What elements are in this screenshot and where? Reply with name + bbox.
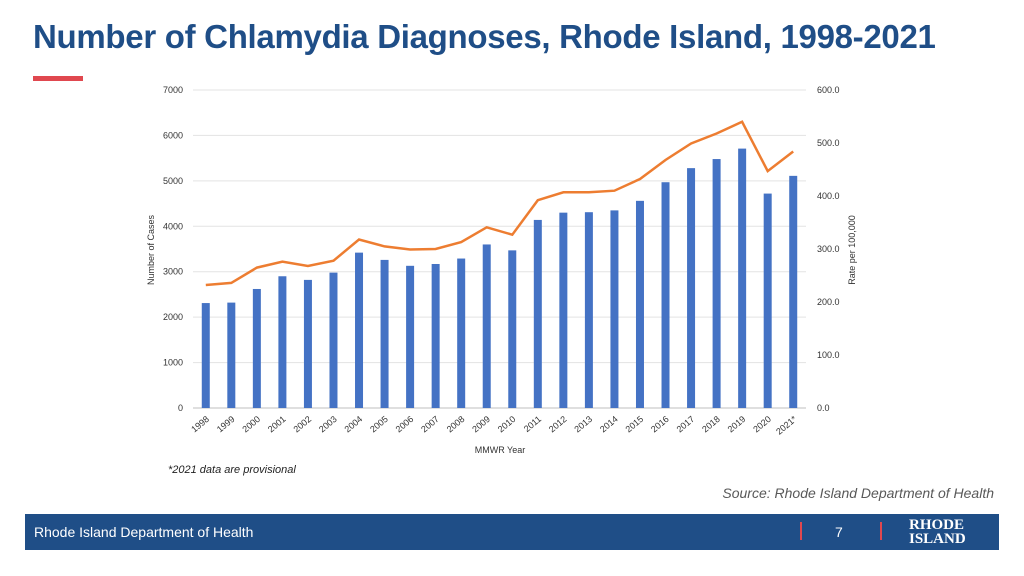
bar	[635, 200, 644, 408]
bar-series	[201, 148, 798, 409]
x-tick-label: 2005	[368, 414, 390, 435]
bar	[610, 210, 619, 408]
source-text: Rhode Island Department of Health	[770, 485, 994, 501]
source-note: Source: Rhode Island Department of Healt…	[722, 485, 994, 501]
x-tick-label: 2006	[394, 414, 416, 435]
y2-tick-label: 400.0	[817, 191, 840, 201]
bar	[201, 303, 210, 408]
y-tick-label: 1000	[163, 358, 183, 368]
bar	[329, 272, 338, 408]
y2-tick-label: 200.0	[817, 297, 840, 307]
y-tick-label: 2000	[163, 312, 183, 322]
y-tick-label: 5000	[163, 176, 183, 186]
bar	[712, 159, 721, 408]
bar	[227, 302, 236, 408]
x-tick-label: 2010	[496, 414, 518, 435]
x-tick-label: 2004	[343, 414, 365, 435]
y-tick-label: 6000	[163, 130, 183, 140]
bar	[457, 258, 466, 408]
footer-org-name: Rhode Island Department of Health	[34, 524, 254, 540]
x-tick-label: 2009	[470, 414, 492, 435]
x-tick-label: 2020	[751, 414, 773, 435]
x-tick-label: 2021*	[774, 414, 799, 437]
title-accent-bar	[33, 76, 83, 81]
y2-tick-label: 600.0	[817, 85, 840, 95]
logo-line-2: ISLAND	[909, 531, 966, 547]
y-tick-label: 4000	[163, 221, 183, 231]
x-tick-label: 2018	[700, 414, 722, 435]
x-tick-label: 2014	[598, 414, 620, 435]
x-tick-label: 2019	[726, 414, 748, 435]
bar	[303, 279, 312, 408]
x-axis-label: MMWR Year	[475, 445, 526, 455]
y2-tick-label: 300.0	[817, 244, 840, 254]
x-tick-label: 2017	[675, 414, 697, 435]
bar	[380, 259, 389, 408]
source-label: Source:	[722, 485, 771, 501]
gridlines	[193, 89, 806, 409]
y-tick-label: 3000	[163, 267, 183, 277]
bar	[559, 212, 568, 408]
logo-line-1: RHODE	[909, 517, 965, 533]
x-axis-ticks: 1998 1999 2000 2001 2002 2003 2004 2005 2006 2007…	[189, 414, 799, 437]
y2-tick-label: 0.0	[817, 403, 830, 413]
x-tick-label: 2001	[266, 414, 288, 435]
y-tick-label: 0	[178, 403, 183, 413]
rhode-island-logo: RHODE ISLAND	[909, 517, 966, 547]
bar	[508, 250, 517, 408]
x-tick-label: 2013	[572, 414, 594, 435]
bar	[763, 193, 772, 408]
y2-axis-label: Rate per 100,000	[847, 215, 857, 285]
left-axis-ticks: 0 1000 2000 3000 4000 5000 6000 7000	[163, 85, 183, 413]
bar	[738, 148, 747, 409]
x-tick-label: 2016	[649, 414, 671, 435]
bar	[482, 244, 491, 408]
bar	[584, 212, 593, 408]
y-axis-label: Number of Cases	[146, 214, 156, 285]
footer-bar: Rhode Island Department of Health 7 RHOD…	[25, 514, 999, 550]
x-tick-label: 2000	[240, 414, 262, 435]
bar	[661, 182, 670, 408]
bar	[406, 265, 415, 408]
y2-tick-label: 100.0	[817, 350, 840, 360]
bar	[687, 168, 696, 408]
provisional-footnote: *2021 data are provisional	[168, 464, 296, 476]
bar	[355, 252, 364, 408]
page-number: 7	[835, 524, 843, 540]
x-tick-label: 2015	[623, 414, 645, 435]
bar	[278, 276, 287, 408]
y-tick-label: 7000	[163, 85, 183, 95]
bar	[431, 263, 440, 408]
x-tick-label: 2002	[291, 414, 313, 435]
bar	[252, 288, 261, 408]
x-tick-label: 1998	[189, 414, 211, 435]
bar	[789, 175, 798, 408]
x-tick-label: 2008	[445, 414, 467, 435]
x-tick-label: 2003	[317, 414, 339, 435]
chlamydia-combo-chart: 0 1000 2000 3000 4000 5000 6000 7000 0.0 100.0 20…	[146, 85, 857, 455]
bar	[533, 219, 542, 408]
footer-separator	[880, 522, 882, 540]
x-tick-label: 2011	[522, 414, 543, 434]
footer-separator	[800, 522, 802, 540]
right-axis-ticks: 0.0 100.0 200.0 300.0 400.0 500.0 600.0	[817, 85, 840, 413]
x-tick-label: 2012	[547, 414, 569, 435]
y2-tick-label: 500.0	[817, 138, 840, 148]
rate-line	[205, 120, 794, 287]
x-tick-label: 1999	[215, 414, 237, 435]
x-tick-label: 2007	[419, 414, 441, 435]
page-title: Number of Chlamydia Diagnoses, Rhode Isl…	[33, 18, 936, 55]
